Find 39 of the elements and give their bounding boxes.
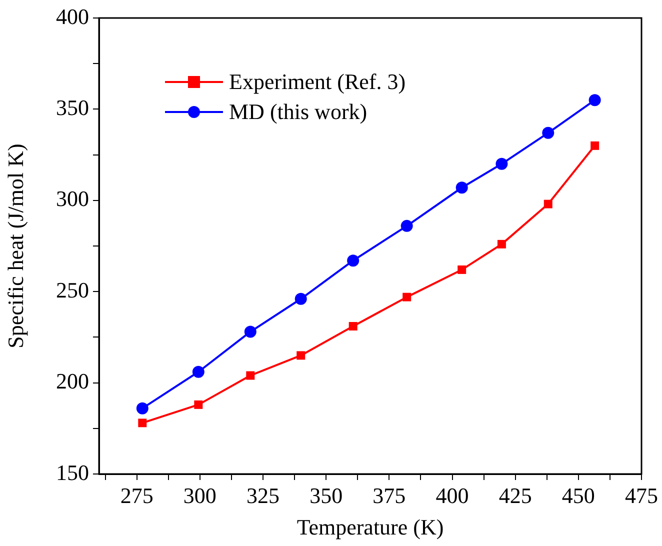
y-axis-title: Specific heat (J/mol K) bbox=[2, 144, 28, 348]
point bbox=[542, 126, 554, 139]
x-tick-label: 275 bbox=[120, 482, 154, 508]
point bbox=[497, 240, 506, 248]
point bbox=[246, 371, 255, 380]
legend-label: MD (this work) bbox=[229, 98, 368, 126]
point bbox=[496, 158, 508, 170]
y-tick-label: 300 bbox=[56, 186, 89, 212]
x-tick-label: 425 bbox=[498, 482, 532, 508]
point bbox=[458, 265, 466, 274]
x-tick-label: 375 bbox=[372, 482, 406, 508]
x-axis-title: Temperature (K) bbox=[296, 514, 444, 540]
point bbox=[456, 182, 468, 194]
point bbox=[294, 292, 307, 305]
point bbox=[192, 366, 204, 378]
point bbox=[588, 94, 601, 106]
legend-label: Experiment (Ref. 3) bbox=[229, 68, 406, 96]
point bbox=[402, 292, 412, 302]
point bbox=[347, 254, 360, 267]
point bbox=[136, 402, 148, 414]
point bbox=[590, 141, 600, 150]
y-tick-label: 200 bbox=[56, 368, 89, 394]
point bbox=[348, 322, 358, 330]
x-tick-label: 325 bbox=[246, 482, 280, 508]
y-tick-label: 250 bbox=[56, 277, 89, 302]
x-tick-label: 400 bbox=[436, 482, 469, 508]
point bbox=[194, 400, 203, 409]
y-tick-label: 350 bbox=[56, 94, 89, 120]
point bbox=[138, 418, 147, 428]
x-tick-label: 450 bbox=[562, 482, 595, 508]
y-tick-label: 400 bbox=[56, 4, 89, 29]
point bbox=[400, 220, 413, 232]
y-tick-label: 150 bbox=[56, 460, 89, 485]
point bbox=[544, 200, 552, 208]
x-tick-label: 475 bbox=[625, 482, 658, 508]
point bbox=[244, 326, 256, 338]
x-tick-label: 300 bbox=[183, 482, 216, 508]
point bbox=[296, 351, 306, 360]
x-tick-label: 350 bbox=[310, 482, 343, 508]
